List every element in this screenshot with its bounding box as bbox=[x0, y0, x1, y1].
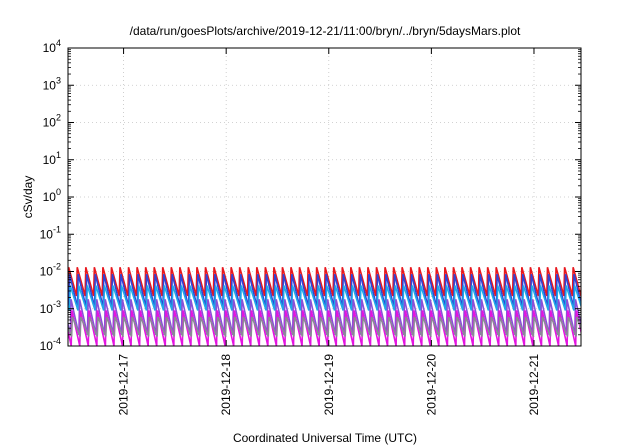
y-tick-label: 104 bbox=[43, 38, 61, 55]
series-line bbox=[68, 267, 581, 297]
y-tick-label: 103 bbox=[43, 75, 61, 92]
x-tick-label: 2019-12-18 bbox=[219, 354, 233, 416]
x-tick-label: 2019-12-20 bbox=[424, 354, 438, 416]
chart-title: /data/run/goesPlots/archive/2019-12-21/1… bbox=[130, 24, 521, 38]
axis-ticks: 10-4 10-3 10-2 10-1 100 101 102 103 104 2019-12-1… bbox=[40, 38, 581, 415]
x-tick-label: 2019-12-19 bbox=[322, 354, 336, 416]
data-series bbox=[68, 267, 581, 346]
y-tick-label: 102 bbox=[43, 113, 61, 130]
y-axis-label: cSv/day bbox=[21, 176, 35, 219]
y-tick-label: 101 bbox=[43, 150, 61, 167]
x-tick-label: 2019-12-21 bbox=[527, 354, 541, 416]
y-tick-label: 10-2 bbox=[40, 262, 61, 279]
y-tick-label: 10-4 bbox=[40, 336, 61, 353]
x-axis-label: Coordinated Universal Time (UTC) bbox=[233, 431, 417, 445]
y-tick-label: 10-1 bbox=[40, 224, 61, 241]
y-tick-label: 10-3 bbox=[40, 299, 61, 316]
x-tick-label: 2019-12-17 bbox=[117, 354, 131, 416]
series-line bbox=[68, 285, 581, 311]
series-line bbox=[68, 316, 581, 337]
series-line bbox=[68, 299, 581, 335]
y-tick-label: 100 bbox=[43, 187, 61, 204]
